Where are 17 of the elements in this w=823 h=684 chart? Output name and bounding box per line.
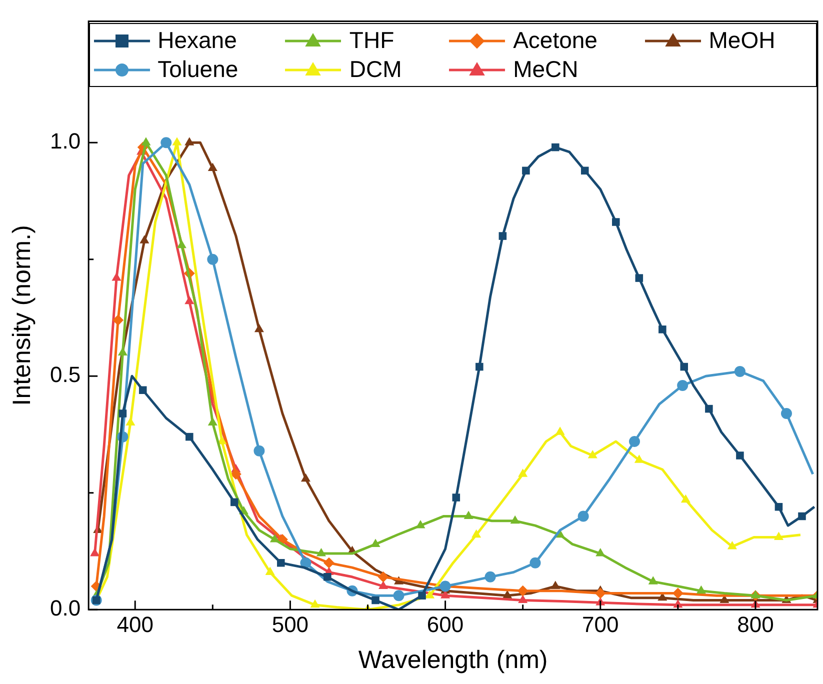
y-tick-label: 1.0 — [50, 128, 81, 154]
x-tick-label: 800 — [737, 612, 774, 637]
y-axis-title: Intensity (norm.) — [8, 225, 36, 406]
legend-label: MeCN — [513, 56, 578, 84]
legend-label: THF — [349, 27, 394, 54]
x-tick-label: 600 — [426, 612, 464, 637]
y-tick-label: 0.0 — [50, 596, 81, 621]
legend-label: Acetone — [513, 27, 598, 54]
x-axis-title: Wavelength (nm) — [358, 646, 548, 674]
legend-label: MeOH — [708, 27, 776, 54]
x-tick-label: 500 — [272, 612, 309, 637]
legend-label: Hexane — [158, 27, 237, 54]
legend-label: Toluene — [158, 56, 238, 84]
x-tick-label: 700 — [582, 612, 619, 637]
x-tick-label: 400 — [116, 612, 154, 637]
y-tick-label: 0.5 — [50, 362, 81, 388]
legend-label: DCM — [349, 56, 402, 84]
